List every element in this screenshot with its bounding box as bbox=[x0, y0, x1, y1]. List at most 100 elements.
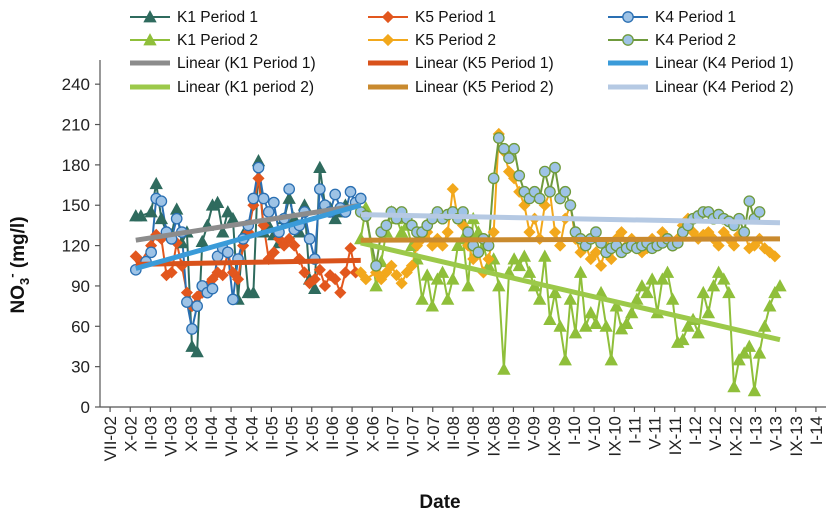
data-point bbox=[298, 266, 311, 279]
data-point bbox=[513, 169, 526, 182]
x-tick-label: V-09 bbox=[525, 416, 544, 451]
data-point bbox=[155, 195, 168, 208]
x-axis-title: Date bbox=[419, 492, 460, 513]
data-point bbox=[313, 183, 326, 195]
x-tick-label: I-11 bbox=[625, 416, 644, 444]
data-point bbox=[507, 252, 521, 265]
data-point bbox=[252, 172, 265, 185]
data-point bbox=[185, 339, 199, 352]
legend-label: Linear (K5 Period 1) bbox=[415, 55, 554, 72]
data-point bbox=[584, 306, 598, 319]
data-point bbox=[604, 353, 618, 366]
data-point bbox=[283, 183, 296, 195]
plot-area bbox=[129, 127, 787, 397]
data-point bbox=[711, 265, 726, 278]
y-tick-label: 150 bbox=[62, 196, 90, 215]
data-point bbox=[590, 226, 602, 238]
x-tick-label: V-12 bbox=[706, 416, 725, 451]
x-tick-label: VI-05 bbox=[283, 416, 302, 457]
data-point bbox=[257, 192, 270, 205]
data-point bbox=[538, 249, 552, 262]
y-tick-label: 60 bbox=[71, 317, 90, 336]
x-tick-label: X-07 bbox=[424, 416, 443, 452]
data-point bbox=[584, 252, 597, 266]
series-line bbox=[135, 167, 362, 330]
legend-label: K1 Period 1 bbox=[177, 9, 258, 26]
data-point bbox=[283, 232, 296, 245]
data-point bbox=[216, 225, 230, 238]
trendline bbox=[360, 236, 780, 243]
data-point bbox=[553, 319, 567, 332]
x-tick-label: V-13 bbox=[767, 416, 786, 451]
data-point bbox=[165, 266, 178, 279]
data-point bbox=[660, 265, 675, 278]
legend-marker bbox=[143, 33, 157, 46]
legend-label: Linear (K1 Period 1) bbox=[177, 55, 316, 72]
data-point bbox=[282, 191, 296, 204]
data-point bbox=[681, 319, 695, 332]
trendline bbox=[360, 212, 781, 226]
data-point bbox=[191, 300, 203, 312]
x-tick-label: IX-12 bbox=[726, 416, 745, 457]
data-point bbox=[420, 268, 434, 281]
legend-label: K4 Period 2 bbox=[655, 32, 736, 49]
x-tick-label: VI-03 bbox=[162, 416, 181, 457]
data-point bbox=[548, 285, 562, 299]
data-point bbox=[609, 299, 624, 312]
y-tick-label: 180 bbox=[62, 156, 90, 175]
x-tick-label: II-08 bbox=[444, 416, 463, 450]
data-point bbox=[425, 299, 439, 312]
x-tick-label: X-06 bbox=[363, 416, 382, 452]
x-tick-label: I-14 bbox=[807, 416, 826, 445]
trendline bbox=[360, 240, 781, 343]
data-point bbox=[517, 249, 532, 262]
data-point bbox=[502, 165, 516, 178]
data-point bbox=[554, 239, 567, 252]
data-point bbox=[370, 259, 382, 272]
legend-label: K5 Period 1 bbox=[415, 9, 496, 26]
data-point bbox=[226, 266, 239, 279]
data-point bbox=[589, 246, 602, 259]
data-point bbox=[757, 319, 772, 332]
data-point bbox=[579, 319, 593, 332]
data-point bbox=[635, 279, 649, 292]
data-point bbox=[221, 246, 234, 259]
data-point bbox=[564, 199, 577, 212]
data-point bbox=[655, 272, 670, 285]
data-point bbox=[410, 239, 424, 252]
x-tick-label: II-07 bbox=[383, 416, 402, 450]
data-point bbox=[548, 226, 562, 239]
data-point bbox=[462, 226, 474, 238]
y-tick-label: 90 bbox=[71, 277, 90, 296]
data-point bbox=[558, 353, 572, 366]
data-point bbox=[380, 266, 393, 279]
data-point bbox=[344, 185, 357, 198]
x-tick-label: I-13 bbox=[746, 416, 765, 445]
data-point bbox=[334, 286, 347, 299]
data-point bbox=[354, 192, 367, 205]
trendline bbox=[135, 202, 362, 243]
data-point bbox=[267, 246, 280, 259]
data-point bbox=[426, 239, 439, 252]
data-point bbox=[573, 265, 588, 278]
data-point bbox=[181, 296, 193, 308]
data-point bbox=[696, 285, 710, 299]
data-point bbox=[523, 226, 536, 239]
data-point bbox=[262, 206, 275, 218]
data-point bbox=[763, 299, 777, 312]
data-point bbox=[665, 292, 680, 305]
data-point bbox=[701, 306, 716, 319]
data-point bbox=[436, 239, 449, 252]
data-point bbox=[773, 279, 787, 292]
legend-label: Linear (K4 Period 2) bbox=[655, 79, 794, 96]
data-point bbox=[329, 273, 342, 286]
data-point bbox=[482, 252, 495, 266]
data-point bbox=[303, 233, 316, 245]
x-tick-label: IX-09 bbox=[545, 416, 564, 457]
data-point bbox=[375, 273, 388, 286]
y-tick-label: 30 bbox=[71, 358, 90, 377]
data-point bbox=[630, 292, 644, 305]
data-point bbox=[145, 246, 157, 259]
x-tick-label: X-05 bbox=[303, 416, 322, 452]
